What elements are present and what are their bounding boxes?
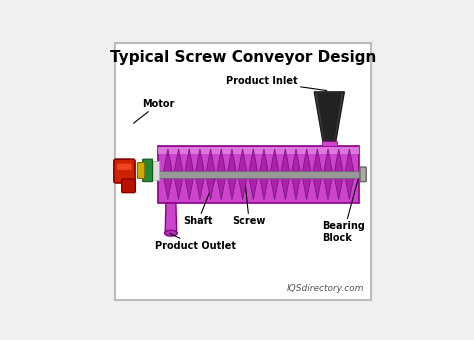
Polygon shape [302,174,311,200]
Polygon shape [334,149,344,174]
Polygon shape [323,174,333,200]
Polygon shape [248,174,258,200]
Bar [322,141,337,146]
FancyBboxPatch shape [117,164,132,170]
FancyBboxPatch shape [143,159,153,182]
Text: Product Outlet: Product Outlet [155,233,236,251]
Polygon shape [227,149,237,174]
Polygon shape [334,174,344,200]
Polygon shape [248,149,258,174]
Bar [158,146,359,203]
Polygon shape [291,149,301,174]
Polygon shape [216,149,226,174]
Text: Product Inlet: Product Inlet [226,76,327,90]
Polygon shape [195,149,205,174]
Polygon shape [281,149,290,174]
Polygon shape [227,174,237,200]
FancyBboxPatch shape [114,159,135,183]
Polygon shape [259,149,269,174]
FancyBboxPatch shape [137,163,145,178]
Polygon shape [195,174,205,200]
Polygon shape [302,149,311,174]
Polygon shape [237,174,247,200]
Polygon shape [206,174,216,200]
Text: Typical Screw Conveyor Design: Typical Screw Conveyor Design [110,50,376,65]
Polygon shape [291,174,301,200]
Text: IQSdirectory.com: IQSdirectory.com [287,284,365,293]
Text: Screw: Screw [232,161,266,226]
FancyBboxPatch shape [360,167,366,182]
Polygon shape [184,149,194,174]
Polygon shape [173,149,183,174]
Polygon shape [165,203,177,233]
FancyBboxPatch shape [122,179,135,193]
Text: Bearing
Block: Bearing Block [322,174,365,243]
Polygon shape [206,149,216,174]
Polygon shape [270,174,280,200]
Polygon shape [323,149,333,174]
Polygon shape [163,149,173,174]
Bar [151,161,159,180]
Polygon shape [237,149,247,174]
Bar [158,147,359,154]
Polygon shape [312,174,322,200]
FancyBboxPatch shape [115,44,371,300]
Polygon shape [163,174,173,200]
FancyBboxPatch shape [116,45,370,299]
Text: Shaft: Shaft [183,174,217,226]
Polygon shape [184,174,194,200]
Polygon shape [345,149,354,174]
Polygon shape [312,149,322,174]
Polygon shape [216,174,226,200]
Ellipse shape [164,230,177,236]
Polygon shape [173,174,183,200]
Bar [158,171,364,178]
Text: Motor: Motor [134,99,174,123]
Polygon shape [314,92,345,142]
Polygon shape [259,174,269,200]
Polygon shape [281,174,290,200]
Polygon shape [345,174,354,200]
Polygon shape [270,149,280,174]
Polygon shape [317,93,342,141]
